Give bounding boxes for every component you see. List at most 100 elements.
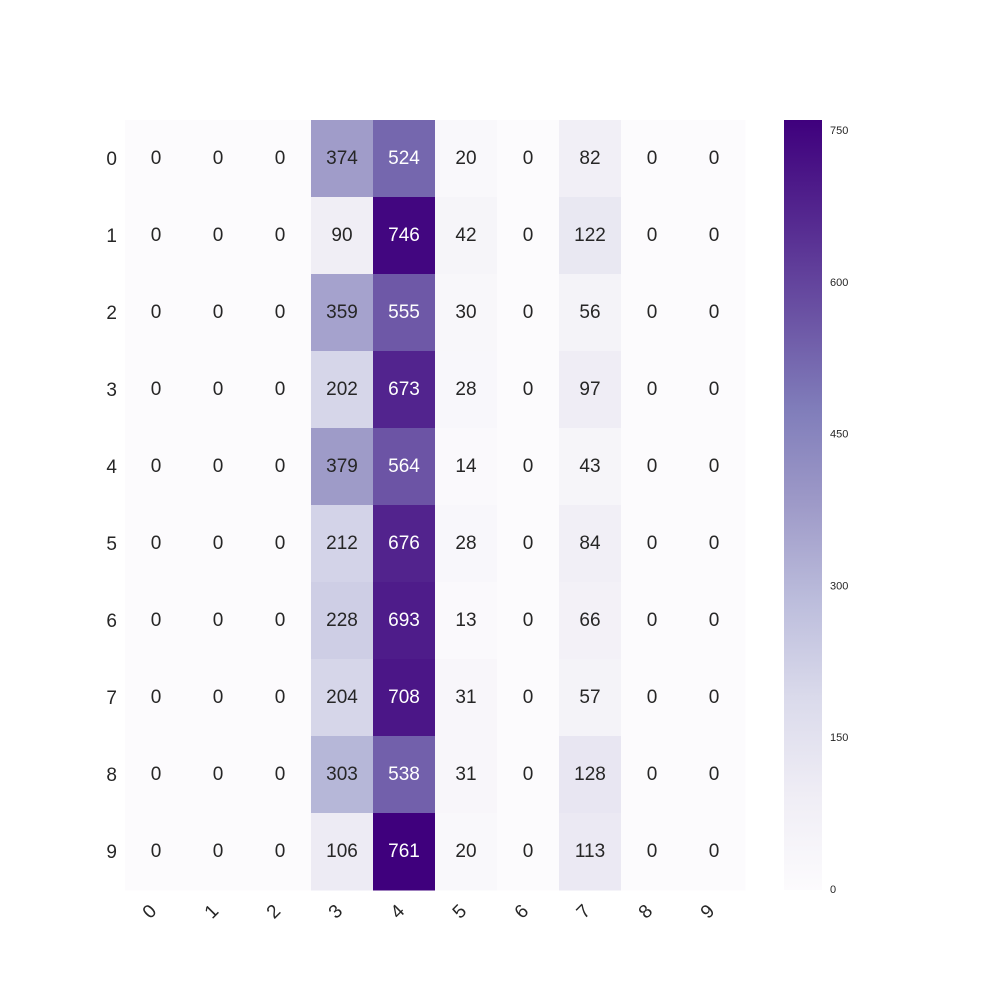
heatmap-cell-label-r1-c4: 746 [388, 225, 420, 246]
heatmap-cell-label-r3-c7: 97 [579, 379, 600, 400]
colorbar-tick-label: 300 [830, 580, 848, 592]
heatmap-cell-r3-c3 [311, 351, 374, 429]
heatmap-cell-label-r0-c4: 524 [388, 148, 420, 169]
y-axis-tick-labels: 0 1 2 3 4 5 6 7 8 9 [106, 149, 117, 863]
heatmap-cell-label-r9-c2: 0 [275, 841, 286, 862]
heatmap-cell-label-r8-c5: 31 [455, 764, 476, 785]
heatmap-cell-r0-c7 [559, 120, 622, 198]
heatmap-cell-label-r9-c4: 761 [388, 841, 420, 862]
colorbar-gradient [784, 120, 822, 890]
heatmap-cell-label-r5-c5: 28 [455, 533, 476, 554]
heatmap-cell-label-r1-c1: 0 [213, 225, 224, 246]
heatmap-cell-label-r5-c1: 0 [213, 533, 224, 554]
heatmap-cell-label-r1-c2: 0 [275, 225, 286, 246]
x-tick-label: 8 [635, 901, 657, 923]
x-tick-label: 4 [387, 901, 410, 924]
heatmap-cell-r8-c9 [683, 736, 746, 814]
y-tick-label: 1 [106, 226, 117, 247]
heatmap-cell-label-r7-c7: 57 [579, 687, 600, 708]
heatmap-cell-r2-c0 [125, 274, 188, 352]
heatmap-cell-r4-c4 [373, 428, 436, 506]
heatmap-cell-label-r6-c8: 0 [647, 610, 658, 631]
x-tick-label: 3 [325, 901, 347, 923]
heatmap-cell-r9-c3 [311, 813, 374, 891]
heatmap-cell-r5-c8 [621, 505, 684, 583]
heatmap-cell-label-r7-c9: 0 [709, 687, 720, 708]
heatmap-cell-label-r6-c2: 0 [275, 610, 286, 631]
heatmap-cell-r3-c7 [559, 351, 622, 429]
heatmap-cell-r0-c1 [187, 120, 250, 198]
heatmap-cell-label-r3-c3: 202 [326, 379, 358, 400]
heatmap-cell-r2-c6 [497, 274, 560, 352]
heatmap-cell-label-r4-c9: 0 [709, 456, 720, 477]
heatmap-cell-r5-c4 [373, 505, 436, 583]
heatmap-cell-label-r6-c6: 0 [523, 610, 534, 631]
heatmap-cell-label-r0-c9: 0 [709, 148, 720, 169]
heatmap-cell-r0-c9 [683, 120, 746, 198]
heatmap-cell-label-r0-c2: 0 [275, 148, 286, 169]
heatmap-cell-r9-c2 [249, 813, 312, 891]
heatmap-cell-label-r8-c0: 0 [151, 764, 162, 785]
x-tick-label: 2 [263, 901, 285, 923]
heatmap-cell-label-r8-c4: 538 [388, 764, 420, 785]
heatmap-cell-r6-c4 [373, 582, 436, 660]
heatmap-cell-label-r5-c0: 0 [151, 533, 162, 554]
heatmap-cell-r7-c3 [311, 659, 374, 737]
heatmap-cell-r4-c1 [187, 428, 250, 506]
heatmap-cell-r7-c8 [621, 659, 684, 737]
y-tick-label: 2 [106, 303, 117, 324]
heatmap-cell-label-r9-c0: 0 [151, 841, 162, 862]
heatmap-cell-label-r7-c5: 31 [455, 687, 476, 708]
y-tick-label: 7 [106, 688, 117, 709]
heatmap-cell-r2-c5 [435, 274, 498, 352]
heatmap-cell-label-r3-c1: 0 [213, 379, 224, 400]
x-tick-label: 9 [697, 901, 719, 923]
heatmap-cell-r3-c9 [683, 351, 746, 429]
heatmap-cell-r9-c6 [497, 813, 560, 891]
heatmap-cell-r9-c5 [435, 813, 498, 891]
heatmap-cell-r8-c2 [249, 736, 312, 814]
heatmap-cell-r8-c1 [187, 736, 250, 814]
heatmap-cell-r3-c6 [497, 351, 560, 429]
heatmap-cell-r0-c5 [435, 120, 498, 198]
heatmap-cell-r8-c4 [373, 736, 436, 814]
heatmap-cell-r6-c0 [125, 582, 188, 660]
heatmap-cell-r8-c5 [435, 736, 498, 814]
heatmap-cell-r2-c9 [683, 274, 746, 352]
heatmap-cell-r0-c8 [621, 120, 684, 198]
colorbar-tick-label: 450 [830, 429, 848, 441]
heatmap-cell-label-r4-c3: 379 [326, 456, 358, 477]
heatmap-cell-label-r1-c9: 0 [709, 225, 720, 246]
heatmap-cell-r7-c5 [435, 659, 498, 737]
heatmap-cell-r7-c4 [373, 659, 436, 737]
heatmap-cell-label-r5-c3: 212 [326, 533, 358, 554]
x-tick-label: 1 [201, 901, 223, 923]
heatmap-cell-label-r6-c3: 228 [326, 610, 358, 631]
heatmap-cell-label-r7-c1: 0 [213, 687, 224, 708]
heatmap-cell-r3-c4 [373, 351, 436, 429]
y-tick-label: 4 [106, 457, 117, 478]
colorbar-tick-labels: 0 150 300 450 600 750 [830, 125, 848, 896]
heatmap-cell-label-r4-c0: 0 [151, 456, 162, 477]
heatmap-cell-r1-c6 [497, 197, 560, 275]
heatmap-cell-r1-c9 [683, 197, 746, 275]
heatmap-cell-r6-c1 [187, 582, 250, 660]
heatmap-cell-label-r9-c8: 0 [647, 841, 658, 862]
heatmap-cell-r4-c8 [621, 428, 684, 506]
heatmap-cell-r0-c2 [249, 120, 312, 198]
heatmap-cell-r3-c8 [621, 351, 684, 429]
heatmap-cell-label-r9-c1: 0 [213, 841, 224, 862]
heatmap-cell-r4-c7 [559, 428, 622, 506]
heatmap-cell-r9-c1 [187, 813, 250, 891]
heatmap-cell-r4-c6 [497, 428, 560, 506]
y-tick-label: 9 [106, 842, 117, 863]
heatmap-cell-label-r3-c9: 0 [709, 379, 720, 400]
heatmap-cells [125, 120, 746, 891]
heatmap-cell-label-r7-c3: 204 [326, 687, 358, 708]
heatmap-cell-r5-c7 [559, 505, 622, 583]
heatmap-cell-label-r2-c4: 555 [388, 302, 420, 323]
heatmap-cell-r9-c7 [559, 813, 622, 891]
heatmap-cell-r2-c3 [311, 274, 374, 352]
y-tick-label: 8 [106, 765, 117, 786]
x-tick-label: 0 [139, 901, 161, 923]
